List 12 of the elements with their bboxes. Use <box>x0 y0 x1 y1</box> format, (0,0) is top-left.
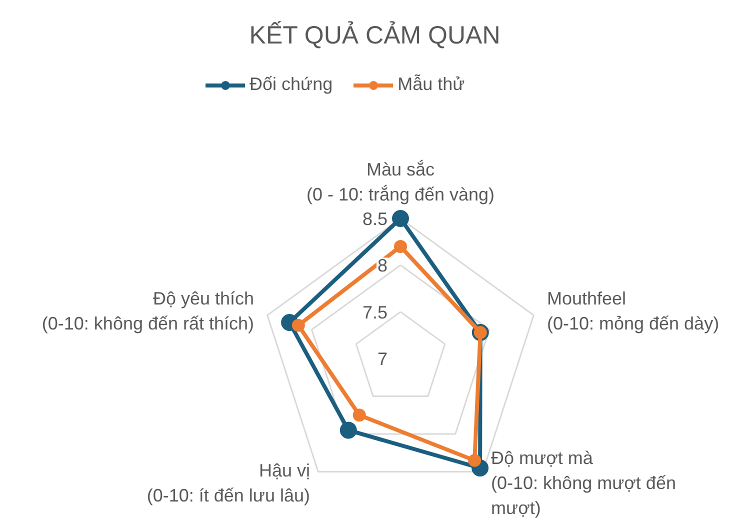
y-tick-label: 7 <box>377 349 388 369</box>
legend-label: Mẫu thử <box>398 74 465 95</box>
spoke-label: Mouthfeel (0-10: mỏng đến dày) <box>546 288 720 334</box>
y-tick-label: 8 <box>377 256 388 276</box>
spoke-label: Hậu vị (0-10: ít đến lưu lâu) <box>146 460 310 506</box>
y-tick-label: 8.5 <box>362 209 388 229</box>
legend-label: Đối chứng <box>250 74 333 95</box>
y-tick-label: 7.5 <box>362 302 388 322</box>
spoke-label: Màu sắc (0 - 10: trắng đến vàng) <box>306 160 495 204</box>
chart-title: KẾT QUẢ CẢM QUAN <box>249 20 500 50</box>
spoke-label: Độ yêu thích (0-10: không đến rất thích) <box>42 288 254 334</box>
spoke-label: Độ mượt mà (0-10: không mượt đến mượt) <box>491 448 676 518</box>
